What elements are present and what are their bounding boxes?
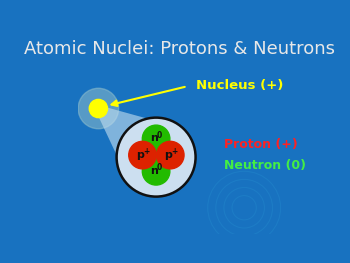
Text: n: n bbox=[150, 134, 158, 144]
Circle shape bbox=[117, 118, 196, 197]
Circle shape bbox=[78, 88, 119, 129]
Circle shape bbox=[142, 158, 170, 185]
Text: p: p bbox=[164, 150, 172, 160]
Text: Atomic Nuclei: Protons & Neutrons: Atomic Nuclei: Protons & Neutrons bbox=[24, 40, 335, 58]
Text: Nucleus (+): Nucleus (+) bbox=[196, 79, 283, 92]
Text: Proton (+): Proton (+) bbox=[224, 138, 298, 151]
Circle shape bbox=[156, 141, 184, 169]
Polygon shape bbox=[96, 106, 181, 186]
Circle shape bbox=[129, 141, 156, 169]
Text: Neutron (0): Neutron (0) bbox=[224, 159, 306, 172]
Text: +: + bbox=[143, 147, 149, 156]
Circle shape bbox=[89, 99, 107, 118]
Text: +: + bbox=[171, 147, 177, 156]
Text: 0: 0 bbox=[157, 163, 162, 172]
Circle shape bbox=[142, 125, 170, 153]
Text: 0: 0 bbox=[157, 131, 162, 140]
Text: n: n bbox=[150, 166, 158, 176]
Text: p: p bbox=[136, 150, 145, 160]
